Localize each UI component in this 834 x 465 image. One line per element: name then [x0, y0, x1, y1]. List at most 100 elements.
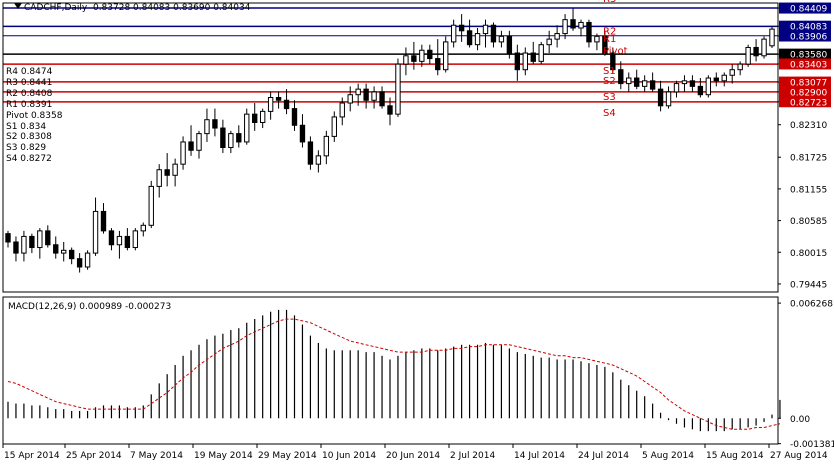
level-label-r2: R2: [603, 26, 616, 37]
candle-bull: [626, 77, 632, 85]
price-tag-bg: [779, 30, 831, 42]
pivot-levels-panel: R4 0.8474 R3 0.8441 R2 0.8408 R1 0.8391 Pivo…: [6, 67, 62, 165]
price-tick-label: 0.80585: [790, 217, 827, 227]
pivot-line-s4: S4 0.8272: [6, 154, 52, 165]
symbol-title: CADCHF,Daily: [24, 3, 88, 13]
pivot-line-r2: R2 0.8408: [6, 88, 53, 99]
candle-bull: [403, 55, 409, 65]
candle-bull: [140, 224, 146, 232]
pivot-line-s1: S1 0.834: [6, 121, 47, 132]
collapse-triangle-icon[interactable]: [14, 3, 22, 9]
candle-bear: [212, 119, 218, 129]
candle-bear: [514, 52, 521, 71]
level-label-s4: S4: [603, 108, 616, 119]
price-tag-label: 0.83077: [790, 79, 827, 89]
candle-bear: [45, 230, 51, 246]
candle-bull: [641, 80, 648, 87]
candle-bear: [108, 230, 115, 246]
candle-bull: [681, 80, 688, 85]
candle-bull: [331, 116, 337, 137]
macd-axis: 0.006268 0.00 -0.001381: [778, 300, 834, 450]
candle-bull: [172, 163, 178, 176]
candle-bear: [427, 49, 433, 60]
candle-bull: [562, 19, 568, 35]
pivot-line-pivot: Pivot 0.8358: [6, 110, 63, 121]
candle-bull: [21, 235, 27, 254]
candle-bear: [124, 235, 131, 249]
time-tick-label: 19 May 2014: [194, 451, 253, 461]
ohlc-values: 0.83728 0.84083 0.83690 0.84034: [92, 3, 251, 13]
candle-bull: [482, 24, 489, 35]
candle-bear: [275, 96, 282, 101]
price-tag-bg: [779, 96, 831, 108]
candle-bear: [283, 99, 290, 110]
candle-bear: [530, 52, 536, 62]
candle-bull: [148, 185, 154, 226]
candle-bull: [665, 91, 672, 107]
time-tick-label: 2 Jul 2014: [450, 451, 495, 461]
candle-bull: [395, 63, 401, 115]
level-label-r1: R1: [603, 34, 616, 45]
candle-bear: [379, 91, 385, 107]
candle-bull: [705, 77, 712, 96]
time-tick-label: 27 Aug 2014: [770, 451, 828, 461]
candle-bear: [657, 88, 664, 107]
candle-bull: [419, 49, 425, 62]
pivot-line-r4: R4 0.8474: [6, 67, 53, 77]
level-label-s1: S1: [603, 66, 616, 77]
price-tick-label: 0.82310: [790, 121, 827, 131]
candle-bull: [204, 119, 210, 135]
candle-bear: [236, 133, 242, 143]
candle-bull: [745, 46, 751, 65]
candle-bear: [713, 77, 719, 82]
candle-bear: [753, 46, 759, 57]
candle-bear: [5, 233, 11, 243]
price-tag-label: 0.84083: [790, 23, 827, 33]
candle-bull: [347, 94, 353, 104]
candle-bull: [132, 230, 139, 249]
chart-title: CADCHF,Daily 0.83728 0.84083 0.83690 0.8…: [14, 3, 250, 13]
level-label-s3: S3: [603, 92, 616, 103]
price-tag-bg: [779, 48, 831, 60]
candle-bull: [729, 69, 735, 76]
price-tick-label: 0.81725: [790, 154, 827, 164]
macd-tick-label: -0.001381: [790, 440, 834, 450]
macd-panel-frame: [2, 296, 779, 445]
price-tag-label: 0.83906: [790, 33, 827, 43]
candle-bull: [538, 44, 544, 62]
price-tick-label: 0.80015: [790, 249, 827, 259]
candle-bull: [116, 235, 123, 246]
candle-bull: [554, 33, 560, 40]
candle-bull: [474, 33, 481, 46]
candle-bull: [450, 24, 457, 43]
candle-bear: [252, 113, 258, 123]
candle-bear: [649, 80, 656, 90]
price-tag-bg: [779, 58, 831, 70]
price-series: [5, 8, 775, 273]
price-tick-label: 0.81155: [790, 185, 827, 195]
candle-bear: [29, 235, 35, 249]
panel-frames: [2, 2, 779, 445]
time-tick-label: 15 Apr 2014: [4, 451, 60, 461]
candle-bull: [769, 28, 775, 47]
candle-bear: [220, 127, 226, 149]
candle-bull: [721, 74, 727, 82]
candle-bull: [546, 38, 552, 46]
level-label-r3: R3: [603, 0, 616, 5]
time-tick-label: 15 Aug 2014: [706, 451, 764, 461]
price-tag-bg: [779, 20, 831, 32]
candle-bull: [323, 135, 330, 157]
candle-bull: [228, 133, 234, 149]
macd-histogram: [7, 309, 781, 432]
candle-bear: [387, 105, 393, 115]
candle-bear: [506, 35, 513, 54]
candle-bull: [594, 35, 600, 43]
candle-bear: [602, 35, 608, 54]
candle-bull: [315, 155, 322, 165]
candle-bull: [259, 110, 266, 123]
candle-bull: [92, 210, 99, 254]
pivot-line-r3: R3 0.8441: [6, 77, 53, 88]
candle-bear: [76, 258, 83, 268]
candle-bull: [761, 38, 767, 57]
